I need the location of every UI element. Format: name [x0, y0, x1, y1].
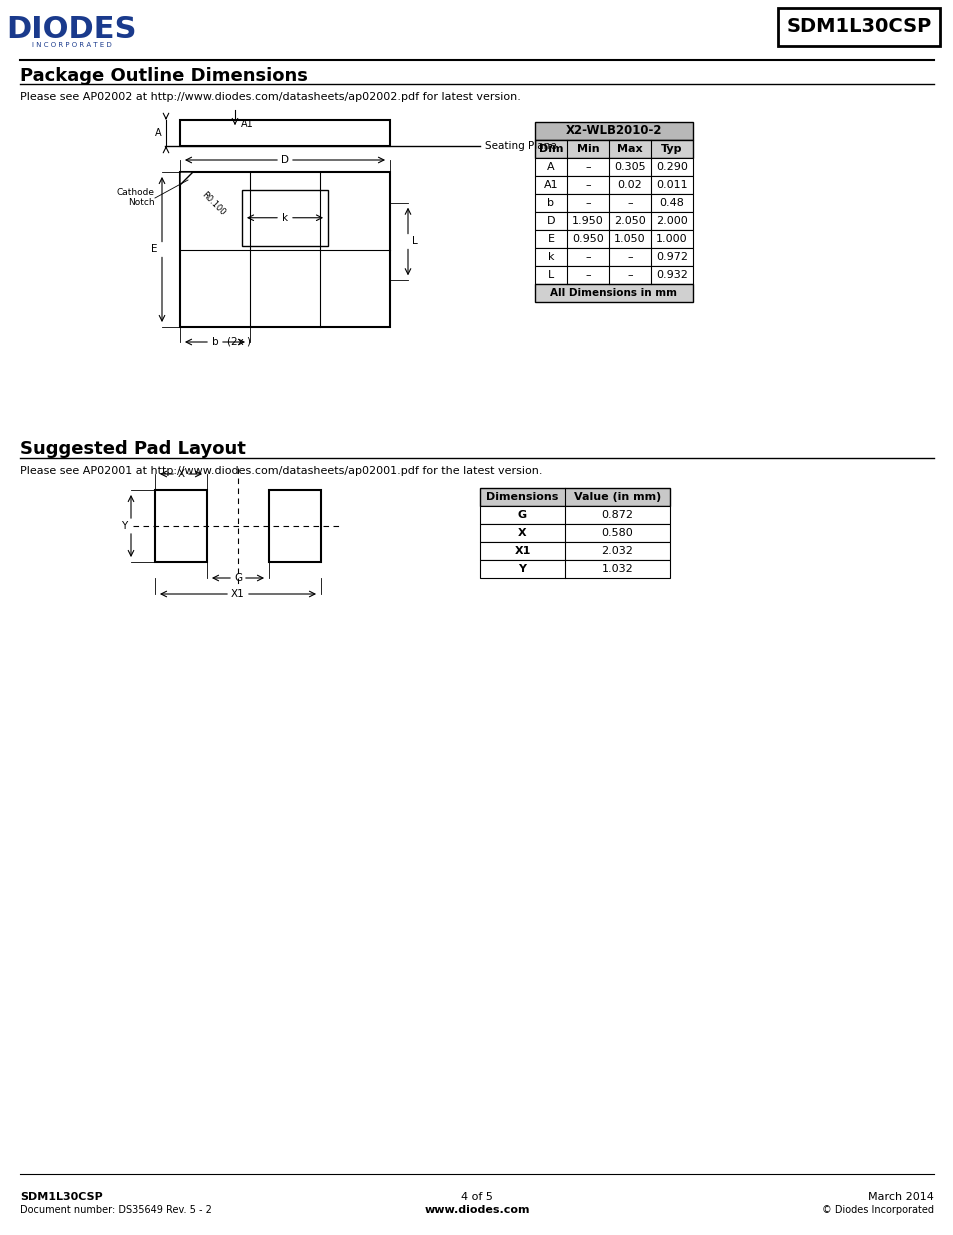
Text: All Dimensions in mm: All Dimensions in mm — [550, 288, 677, 298]
Text: D: D — [281, 156, 289, 165]
Text: 0.02: 0.02 — [617, 180, 641, 190]
Text: G: G — [233, 573, 242, 583]
Text: L: L — [412, 236, 417, 247]
Bar — [479, 559, 669, 578]
Text: Seating Plane: Seating Plane — [484, 141, 556, 151]
Text: A1: A1 — [241, 119, 253, 128]
Text: March 2014: March 2014 — [867, 1192, 933, 1202]
Bar — [180, 120, 390, 146]
Text: –: – — [626, 198, 632, 207]
Text: X2-WLB2010-2: X2-WLB2010-2 — [565, 125, 661, 137]
Text: Value (in mm): Value (in mm) — [574, 492, 660, 501]
Text: A: A — [155, 128, 162, 138]
Text: Min: Min — [576, 144, 598, 154]
Text: X: X — [177, 469, 184, 479]
Text: –: – — [584, 162, 590, 172]
Bar — [535, 194, 692, 212]
Bar — [242, 190, 328, 246]
Text: 0.305: 0.305 — [614, 162, 645, 172]
Text: 1.000: 1.000 — [656, 233, 687, 245]
Bar — [479, 542, 669, 559]
Text: Typ: Typ — [660, 144, 682, 154]
Text: Notch: Notch — [129, 198, 154, 207]
Text: Dimensions: Dimensions — [486, 492, 558, 501]
Text: 2.000: 2.000 — [656, 216, 687, 226]
Bar — [154, 490, 207, 562]
Bar — [479, 506, 669, 524]
Text: –: – — [584, 180, 590, 190]
Text: –: – — [626, 252, 632, 262]
Text: b: b — [547, 198, 554, 207]
Text: Package Outline Dimensions: Package Outline Dimensions — [20, 67, 308, 85]
Bar — [535, 266, 692, 284]
Bar — [535, 122, 692, 140]
Text: 0.290: 0.290 — [656, 162, 687, 172]
Text: DIODES: DIODES — [7, 15, 137, 44]
Text: b: b — [212, 337, 218, 347]
Text: –: – — [584, 270, 590, 280]
Text: k: k — [547, 252, 554, 262]
Text: 2.050: 2.050 — [614, 216, 645, 226]
Text: k: k — [282, 212, 288, 222]
Text: 1.032: 1.032 — [601, 564, 633, 574]
Text: X1: X1 — [514, 546, 530, 556]
Bar — [535, 212, 692, 230]
Bar — [535, 158, 692, 177]
Text: 1.050: 1.050 — [614, 233, 645, 245]
Text: 4 of 5: 4 of 5 — [460, 1192, 493, 1202]
Text: A1: A1 — [543, 180, 558, 190]
Bar — [535, 248, 692, 266]
Text: Please see AP02001 at http://www.diodes.com/datasheets/ap02001.pdf for the lates: Please see AP02001 at http://www.diodes.… — [20, 466, 542, 475]
Text: Y: Y — [121, 521, 127, 531]
Text: R0.100: R0.100 — [200, 190, 227, 217]
Text: Y: Y — [518, 564, 526, 574]
Text: E: E — [547, 233, 554, 245]
Text: © Diodes Incorporated: © Diodes Incorporated — [821, 1205, 933, 1215]
Text: 0.932: 0.932 — [656, 270, 687, 280]
Text: 0.011: 0.011 — [656, 180, 687, 190]
Text: A: A — [547, 162, 555, 172]
Bar — [269, 490, 320, 562]
Text: Suggested Pad Layout: Suggested Pad Layout — [20, 440, 246, 458]
Bar — [180, 172, 390, 327]
Bar — [778, 7, 939, 46]
Text: –: – — [626, 270, 632, 280]
Text: Please see AP02002 at http://www.diodes.com/datasheets/ap02002.pdf for latest ve: Please see AP02002 at http://www.diodes.… — [20, 91, 520, 103]
Text: D: D — [546, 216, 555, 226]
Polygon shape — [180, 172, 193, 185]
Bar — [479, 524, 669, 542]
Text: X1: X1 — [231, 589, 245, 599]
Text: 0.48: 0.48 — [659, 198, 683, 207]
Text: (2x ): (2x ) — [227, 337, 251, 347]
Text: L: L — [547, 270, 554, 280]
Bar — [535, 230, 692, 248]
Text: Document number: DS35649 Rev. 5 - 2: Document number: DS35649 Rev. 5 - 2 — [20, 1205, 212, 1215]
Text: www.diodes.com: www.diodes.com — [424, 1205, 529, 1215]
Text: SDM1L30CSP: SDM1L30CSP — [20, 1192, 103, 1202]
Text: 0.872: 0.872 — [601, 510, 633, 520]
Text: Dim: Dim — [538, 144, 562, 154]
Text: Max: Max — [617, 144, 642, 154]
Text: 2.032: 2.032 — [601, 546, 633, 556]
Text: Cathode: Cathode — [117, 188, 154, 198]
Bar — [479, 488, 669, 506]
Text: 0.972: 0.972 — [656, 252, 687, 262]
Text: 0.580: 0.580 — [601, 529, 633, 538]
Text: G: G — [517, 510, 526, 520]
Text: X: X — [517, 529, 526, 538]
Bar — [535, 284, 692, 303]
Text: E: E — [152, 245, 158, 254]
Text: –: – — [584, 198, 590, 207]
Bar — [535, 140, 692, 158]
Text: –: – — [584, 252, 590, 262]
Text: 1.950: 1.950 — [572, 216, 603, 226]
Bar — [535, 177, 692, 194]
Text: I N C O R P O R A T E D: I N C O R P O R A T E D — [32, 42, 112, 48]
Text: SDM1L30CSP: SDM1L30CSP — [785, 17, 931, 37]
Text: 0.950: 0.950 — [572, 233, 603, 245]
